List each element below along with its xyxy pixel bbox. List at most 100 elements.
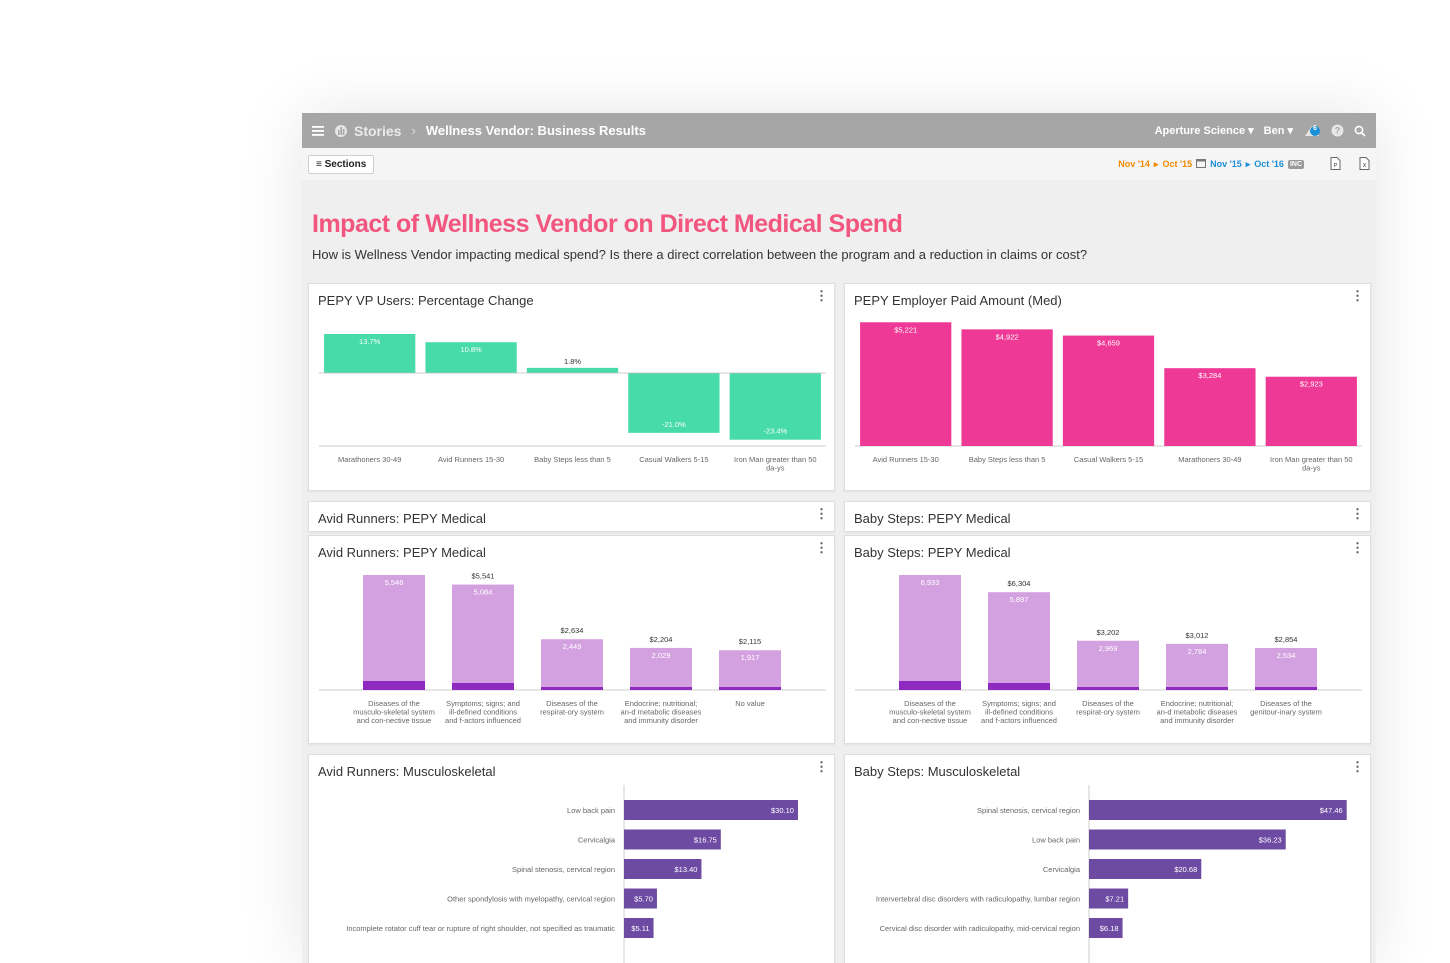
more-options-icon[interactable]: ⋮ [1351,759,1364,774]
notifications-icon[interactable]: 6 [1303,124,1321,138]
current-end-date: Oct '16 [1254,159,1284,169]
svg-text:X: X [1363,163,1367,169]
user-menu[interactable]: Ben ▾ [1263,125,1293,137]
bar [1089,829,1286,850]
bar [1265,376,1357,446]
date-range-picker[interactable]: Nov '14 ▸ Oct '15 Nov '15 ▸ Oct '16 INC … [1118,156,1370,172]
category-label: Casual Walkers 5-15 [639,455,708,464]
bar-value-label: $2,923 [1300,380,1323,389]
more-options-icon[interactable]: ⋮ [815,759,828,774]
bar [324,333,416,373]
current-start-date: Nov '15 [1210,159,1242,169]
more-options-icon[interactable]: ⋮ [1351,506,1364,521]
category-label: Avid Runners 15-30 [873,455,939,464]
category-label: Avid Runners 15-30 [438,455,504,464]
bar-value-label: 2,784 [1188,647,1207,656]
bar [624,918,654,938]
avid-msk-chart: $30.10 Low back pain $16.75 Cervicalgia $13.… [346,785,798,963]
bar [1089,859,1202,879]
more-options-icon[interactable]: ⋮ [1351,540,1364,555]
bar-total-label: $3,012 [1186,631,1209,640]
bar-total-label: $2,854 [1275,635,1298,644]
baby-header-card: Baby Steps: PEPY Medical ⋮ [844,501,1371,532]
bar [624,829,721,850]
bar-segment [541,639,603,687]
bar-total-label: $2,204 [650,635,673,644]
compare-start-date: Nov '14 [1118,159,1150,169]
category-label: genitour-inary system [1250,708,1322,717]
bar-value-label: 2,449 [563,642,582,651]
inc-badge[interactable]: INC [1287,159,1304,169]
vp-users-chart: 13.7% Marathoners 30-49 10.8% Avid Runners … [319,333,826,473]
bar-value-label: 6,933 [921,578,940,587]
bar [526,367,619,373]
category-label: Incomplete rotator cuff tear or rupture … [346,924,615,933]
bar-segment-base [1077,687,1139,690]
breadcrumb-stories[interactable]: Stories [354,122,402,139]
excel-export-icon[interactable]: X [1359,156,1370,172]
category-label: and f-actors influenced [445,716,521,725]
category-label: Low back pain [567,806,615,815]
org-name: Aperture Science [1154,125,1246,137]
bar-segment [1255,647,1317,687]
search-icon[interactable] [1354,125,1366,137]
bar-value-label: $16.75 [694,836,717,845]
top-bar: Stories › Wellness Vendor: Business Resu… [302,113,1376,148]
bar-segment-base [899,681,961,690]
category-label: and con-nective tissue [893,716,968,725]
bar-segment-base [541,687,603,690]
bar-segment [630,647,692,687]
more-options-icon[interactable]: ⋮ [1351,288,1364,303]
category-label: Symptoms; signs; and [446,699,520,708]
calendar-icon[interactable] [1196,158,1207,170]
bar [624,800,798,820]
category-label: ill-defined conditions [985,708,1053,717]
category-label: Diseases of the [1260,699,1312,708]
category-label: Diseases of the [546,699,598,708]
category-label: Symptoms; signs; and [982,699,1056,708]
category-label: Low back pain [1032,836,1080,845]
menu-icon[interactable] [312,125,324,136]
category-label: an-d metabolic diseases [621,708,702,717]
user-name: Ben [1263,125,1285,137]
category-label: da-ys [1302,464,1321,473]
category-label: Endocrine; nutritional; [625,699,698,708]
bar-total-label: $3,202 [1097,628,1120,637]
bar-value-label: $30.10 [771,806,794,815]
bar-segment-base [363,681,425,690]
sections-label: Sections [324,158,367,170]
card-title: Avid Runners: Musculoskeletal [318,764,496,779]
category-label: Marathoners 30-49 [1178,455,1241,464]
more-options-icon[interactable]: ⋮ [815,540,828,555]
card-title: Avid Runners: PEPY Medical [318,511,486,526]
bar-segment [719,650,781,687]
bar-segment-base [988,683,1050,690]
bar [425,342,517,373]
category-label: Diseases of the [904,699,956,708]
bar-value-label: $5.70 [634,895,653,904]
employer-paid-card: PEPY Employer Paid Amount (Med) ⋮ $5,221… [844,283,1371,491]
bar-value-label: $4,659 [1097,339,1120,348]
category-label: Spinal stenosis, cervical region [977,806,1080,815]
bar-total-label: $5,541 [472,572,495,581]
category-label: and f-actors influenced [981,716,1057,725]
org-selector[interactable]: Aperture Science ▾ [1154,125,1254,137]
help-icon[interactable]: ? [1331,124,1344,137]
more-options-icon[interactable]: ⋮ [815,506,828,521]
category-label: musculo-skeletal system [353,708,435,717]
bar-value-label: 1,917 [741,653,760,662]
bar-value-label: $47.46 [1320,806,1343,815]
category-label: and immunity disorder [624,716,698,725]
bar-value-label: -21.0% [662,420,686,429]
bar [860,322,952,446]
employer-paid-chart: $5,221 Avid Runners 15-30 $4,922 Baby Steps… [855,322,1362,473]
category-label: respirat-ory system [1076,708,1140,717]
more-options-icon[interactable]: ⋮ [815,288,828,303]
pdf-export-icon[interactable]: P [1330,156,1341,172]
category-label: and con-nective tissue [357,716,432,725]
category-label: da-ys [766,464,785,473]
avid-msk-card: Avid Runners: Musculoskeletal ⋮ $30.10 Lo… [308,754,835,963]
category-label: Cervical disc disorder with radiculopath… [880,924,1080,933]
sections-button[interactable]: ≡ Sections [308,154,375,174]
toolbar: ≡ Sections Nov '14 ▸ Oct '15 Nov '15 ▸ O… [302,148,1376,180]
